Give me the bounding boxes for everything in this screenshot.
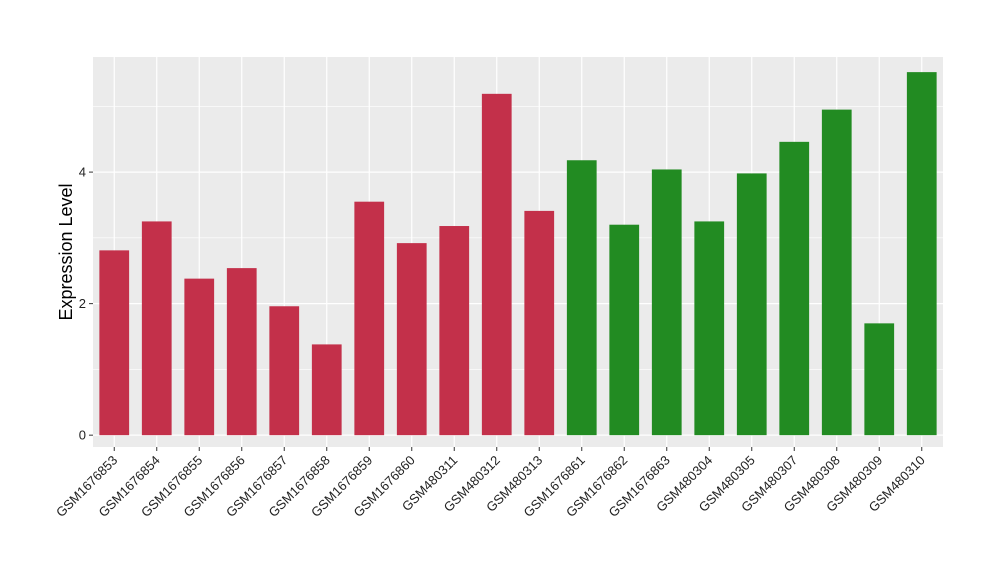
y-axis-title: Expression Level	[56, 183, 76, 320]
bar-gsm480307	[779, 141, 810, 436]
bar-gsm1676857	[269, 306, 300, 436]
bar-gsm480304	[694, 221, 725, 436]
bar-gsm1676859	[354, 201, 385, 436]
bar-gsm1676855	[184, 278, 215, 436]
bar-gsm1676854	[141, 221, 172, 436]
bar-gsm1676861	[566, 160, 597, 436]
bar-gsm1676853	[99, 250, 130, 436]
bar-gsm1676862	[609, 224, 640, 436]
bar-gsm1676863	[651, 169, 682, 436]
y-tick-label: 4	[79, 165, 86, 180]
bar-gsm480312	[481, 93, 512, 436]
y-tick-label: 2	[79, 296, 86, 311]
bar-gsm1676856	[226, 268, 257, 436]
bar-gsm480311	[439, 226, 470, 436]
bar-gsm1676860	[396, 243, 427, 436]
bar-gsm480309	[864, 323, 895, 436]
bar-layer	[99, 72, 937, 436]
bar-gsm480308	[821, 109, 852, 436]
y-tick-label: 0	[79, 428, 86, 443]
bar-gsm480313	[524, 210, 555, 436]
plot-panel	[93, 57, 943, 447]
bar-gsm480305	[736, 173, 767, 436]
bar-gsm480310	[906, 72, 937, 436]
bar-gsm1676858	[311, 344, 342, 436]
